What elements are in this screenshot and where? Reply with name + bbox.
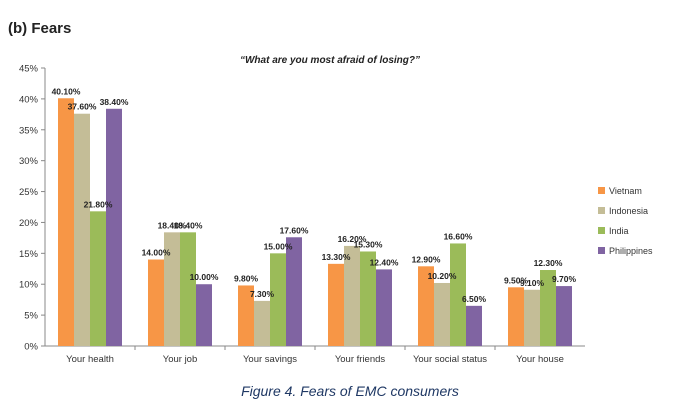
legend-label: Philippines [609,246,653,256]
data-label: 15.30% [354,239,383,249]
bar-philippines [196,284,212,346]
bar-indonesia [524,289,540,346]
bar-philippines [556,286,572,346]
x-tick-label: Your job [163,354,198,365]
data-label: 9.10% [520,278,545,288]
data-label: 10.00% [190,272,219,282]
bar-indonesia [434,282,450,346]
data-label: 17.60% [280,225,309,235]
figure-caption: Figure 4. Fears of EMC consumers [241,383,459,399]
data-label: 9.70% [552,274,577,284]
chart-axes: 0% 5% 10% 15% 20% 25% 30% 35% 40% 45% Your health Y… [19,64,585,365]
figure-heading: (b) Fears [8,20,72,37]
bar-vietnam [238,285,254,346]
data-label: 13.30% [322,252,351,262]
bar-philippines [376,269,392,346]
data-label: 37.60% [68,102,97,112]
data-label: 18.40% [158,220,187,230]
chart-title: “What are you most afraid of losing?” [239,55,420,66]
legend-swatch [598,207,605,214]
data-label: 18.40% [174,220,203,230]
bar-philippines [106,108,122,346]
chart-legend: Vietnam Indonesia India Philippines [598,186,653,256]
y-tick-label: 5% [24,311,38,322]
bar-philippines [286,237,302,346]
bar-vietnam [508,287,524,346]
bar-vietnam [148,259,164,346]
y-tick-label: 15% [19,249,39,260]
data-label: 6.50% [462,294,487,304]
bar-india [180,232,196,346]
y-tick-label: 25% [19,187,39,198]
bar-india [450,243,466,346]
legend-swatch [598,247,605,254]
bar-indonesia [74,113,90,347]
bar-philippines [466,305,482,346]
bar-indonesia [164,232,180,346]
data-label: 12.40% [370,257,399,267]
data-label: 16.60% [444,231,473,241]
x-tick-label: Your house [516,354,564,365]
legend-label: Indonesia [609,206,648,216]
x-tick-label: Your health [66,354,114,365]
y-tick-label: 0% [24,342,38,353]
data-label: 9.80% [234,273,259,283]
bar-vietnam [328,263,344,346]
y-tick-label: 10% [19,280,39,291]
data-label: 10.20% [428,271,457,281]
bar-india [540,270,556,346]
x-tick-label: Your friends [335,354,386,365]
legend-label: Vietnam [609,186,642,196]
data-label: 38.40% [100,97,129,107]
y-tick-label: 30% [19,156,39,167]
data-label: 7.30% [250,289,275,299]
data-label: 14.00% [142,248,171,258]
bar-indonesia [344,245,360,346]
y-tick-label: 35% [19,125,39,136]
chart-bars [58,98,572,347]
bar-india [360,251,376,346]
chart-data-labels: 40.10% 37.60% 21.80% 38.40% 14.00% 18.40%18.4… [52,86,577,304]
bar-india [270,253,286,346]
y-tick-label: 45% [19,64,39,75]
y-tick-label: 40% [19,94,39,105]
legend-label: India [609,226,629,236]
bar-chart: 0% 5% 10% 15% 20% 25% 30% 35% 40% 45% Your health Y… [19,64,653,366]
data-label: 40.10% [52,86,81,96]
x-tick-label: Your social status [413,354,487,365]
data-label: 12.90% [412,254,441,264]
legend-swatch [598,187,605,194]
data-label: 9.50% [504,275,529,285]
bar-india [90,211,106,346]
y-tick-label: 20% [19,218,39,229]
bar-vietnam [58,98,74,346]
bar-vietnam [418,266,434,346]
data-label: 16.20% [338,234,367,244]
data-label: 12.30% [534,258,563,268]
x-tick-label: Your savings [243,354,297,365]
data-label: 15.00% [264,241,293,251]
data-label: 21.80% [84,199,113,209]
legend-swatch [598,227,605,234]
bar-indonesia [254,300,270,346]
